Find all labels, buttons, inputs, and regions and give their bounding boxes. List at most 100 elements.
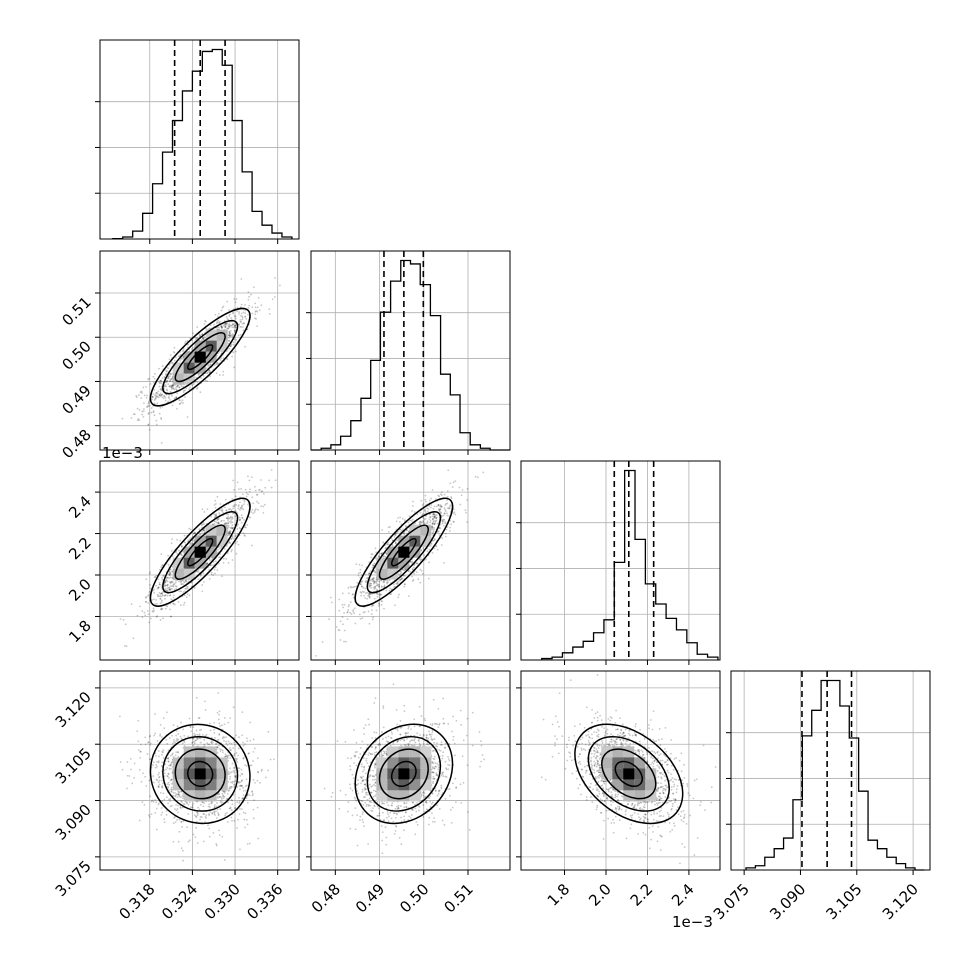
contour-line	[366, 511, 442, 594]
sample-point	[161, 405, 164, 408]
sample-point	[371, 609, 373, 611]
sample-point	[338, 629, 341, 632]
sample-point	[212, 561, 215, 563]
sample-point	[433, 538, 436, 540]
sample-point	[217, 517, 220, 520]
sample-point	[215, 810, 217, 813]
sample-point	[262, 492, 265, 495]
sample-point	[419, 559, 422, 561]
sample-point	[444, 504, 447, 506]
sample-point	[432, 526, 435, 529]
sample-point	[246, 823, 249, 826]
sample-point	[239, 501, 241, 504]
sample-point	[230, 520, 233, 522]
sample-point	[342, 623, 344, 626]
sample-point	[391, 544, 394, 547]
density-cell	[183, 557, 195, 569]
sample-point	[153, 399, 156, 401]
sample-point	[439, 508, 442, 511]
sample-point	[235, 298, 238, 300]
sample-point	[263, 503, 266, 506]
sample-point	[200, 524, 203, 527]
sample-point	[442, 514, 445, 517]
sample-point	[248, 842, 251, 845]
sample-point	[154, 397, 156, 400]
sample-point	[119, 618, 122, 620]
sample-point	[195, 376, 197, 379]
sample-point	[159, 723, 162, 726]
sample-point	[245, 495, 248, 498]
sample-point	[214, 560, 217, 563]
sample-point	[432, 529, 435, 532]
sample-point	[252, 512, 255, 515]
sample-point	[230, 538, 233, 541]
sample-point	[236, 801, 239, 804]
sample-point	[444, 522, 447, 525]
sample-point	[133, 413, 136, 416]
sample-point	[160, 394, 163, 397]
sample-point	[394, 585, 396, 588]
sample-point	[227, 524, 230, 527]
sample-point	[161, 563, 164, 566]
sample-point	[231, 524, 234, 526]
sample-point	[240, 303, 243, 306]
sample-point	[229, 334, 232, 337]
sample-point	[358, 613, 361, 616]
sample-point	[418, 558, 421, 560]
sample-point	[260, 770, 263, 772]
sample-point	[208, 578, 211, 580]
sample-point	[226, 517, 228, 520]
sample-point	[208, 371, 211, 374]
sample-point	[235, 775, 237, 777]
sample-point	[221, 835, 224, 838]
sample-point	[173, 816, 176, 819]
sample-point	[258, 309, 261, 312]
sample-point	[188, 388, 191, 391]
sample-point	[169, 372, 172, 375]
sample-point	[431, 526, 433, 529]
sample-point	[179, 579, 182, 582]
sample-point	[136, 730, 139, 733]
sample-point	[386, 543, 389, 546]
sample-point	[438, 508, 440, 511]
sample-point	[147, 412, 150, 414]
sample-point	[431, 552, 434, 554]
sample-point	[233, 752, 236, 755]
sample-point	[148, 621, 150, 624]
sample-point	[213, 323, 215, 326]
sample-point	[229, 345, 232, 348]
sample-point	[339, 639, 342, 641]
sample-point	[240, 320, 242, 323]
sample-point	[215, 843, 218, 845]
sample-point	[206, 563, 209, 565]
sample-point	[368, 561, 371, 564]
sample-point	[241, 711, 244, 713]
sample-point	[446, 507, 449, 510]
sample-point	[171, 538, 173, 541]
sample-point	[407, 530, 410, 533]
sample-point	[217, 548, 219, 551]
sample-point	[152, 607, 155, 610]
sample-point	[206, 742, 209, 745]
histogram-series	[311, 259, 510, 451]
sample-point	[271, 298, 274, 301]
sample-point	[226, 793, 229, 795]
sample-point	[234, 495, 237, 498]
sample-point	[242, 757, 245, 759]
sample-point	[197, 806, 199, 809]
sample-point	[438, 495, 441, 498]
sample-point	[155, 615, 158, 618]
sample-point	[237, 523, 239, 526]
sample-point	[185, 387, 188, 390]
sample-point	[256, 493, 259, 496]
sample-point	[161, 800, 164, 802]
sample-point	[438, 509, 441, 512]
sample-point	[416, 513, 419, 515]
sample-point	[177, 840, 180, 843]
density-cell	[194, 535, 206, 547]
sample-point	[433, 513, 436, 516]
sample-point	[403, 569, 406, 572]
sample-point	[359, 617, 362, 620]
sample-point	[252, 286, 255, 288]
sample-point	[222, 794, 224, 797]
